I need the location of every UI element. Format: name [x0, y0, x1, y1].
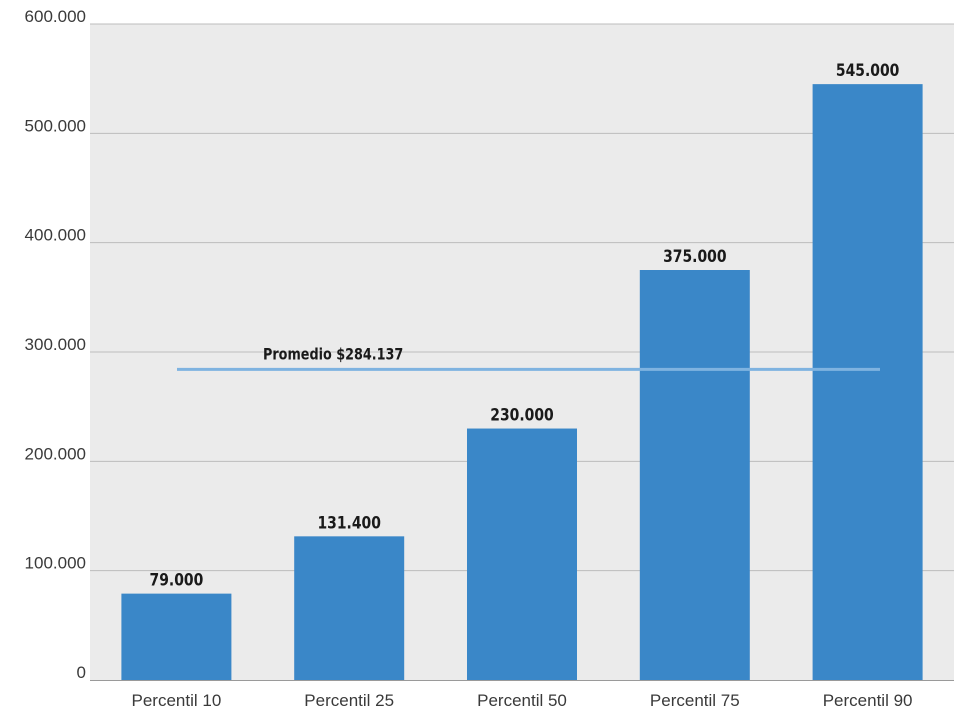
bar	[121, 593, 232, 680]
y-tick-label: 100.000	[25, 554, 86, 573]
bar-value-label: 230.000	[490, 405, 554, 425]
bar-value-label: 79.000	[150, 570, 204, 590]
bar-value-label: 545.000	[836, 61, 900, 81]
average-label: Promedio $284.137	[263, 346, 403, 364]
y-tick-label: 0	[77, 663, 86, 682]
bar	[812, 84, 923, 681]
bars: 79.000 131.400 230.000 375.000 545.000	[121, 61, 923, 681]
y-axis: 0 100.000 200.000 300.000 400.000 500.000 600.…	[25, 7, 86, 682]
bar	[639, 270, 750, 680]
y-tick-label: 600.000	[25, 7, 86, 26]
bar	[294, 536, 405, 680]
x-category-label: Percentil 10	[132, 691, 222, 710]
y-tick-label: 200.000	[25, 444, 86, 463]
x-category-label: Percentil 90	[823, 691, 913, 710]
bar-value-label: 375.000	[663, 247, 727, 267]
bar-value-label: 131.400	[317, 513, 381, 533]
y-tick-label: 500.000	[25, 116, 86, 135]
x-category-label: Percentil 25	[304, 691, 394, 710]
x-category-label: Percentil 75	[650, 691, 740, 710]
y-tick-label: 300.000	[25, 335, 86, 354]
x-axis: Percentil 10 Percentil 25 Percentil 50 Perc…	[90, 680, 954, 710]
average-reference: Promedio $284.137	[177, 346, 880, 371]
bar	[467, 428, 577, 680]
y-tick-label: 400.000	[25, 226, 86, 245]
x-category-label: Percentil 50	[477, 691, 567, 710]
